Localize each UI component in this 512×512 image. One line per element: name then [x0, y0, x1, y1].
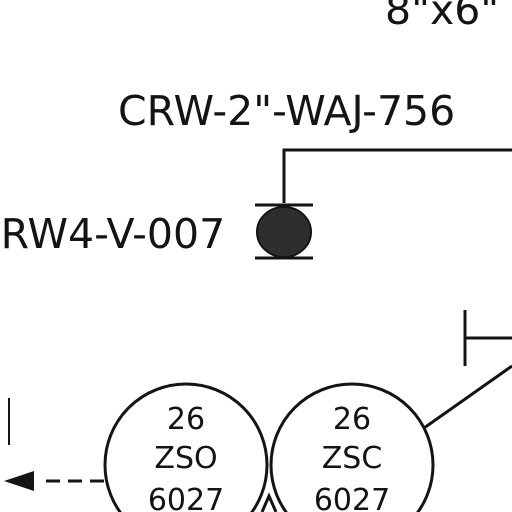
signal-line: [423, 364, 512, 430]
instrument-loop: 6027: [314, 483, 390, 512]
instrument-loop: 6027: [148, 483, 224, 512]
bubble-junction-mark: [260, 492, 278, 512]
actuator-tee-symbol: [463, 310, 512, 366]
instrument-number: 26: [333, 402, 371, 437]
ball-valve-symbol: [255, 203, 313, 260]
instrument-number: 26: [167, 402, 205, 437]
dashed-signal-arrow: [4, 471, 104, 491]
pipe-size-annotation: 8"x6": [385, 0, 499, 34]
instrument-bubble-zsc[interactable]: 26 ZSC 6027: [269, 382, 435, 512]
instrument-function: ZSC: [322, 441, 383, 476]
valve-tag-label: CRW4-V-007: [0, 210, 225, 258]
arrow-left-icon: [4, 471, 34, 491]
instrument-function: ZSO: [154, 441, 217, 476]
line-number-label: CRW-2"-WAJ-756: [118, 87, 455, 135]
process-line: [282, 148, 512, 203]
instrument-bubble-zso[interactable]: 26 ZSO 6027: [103, 382, 269, 512]
